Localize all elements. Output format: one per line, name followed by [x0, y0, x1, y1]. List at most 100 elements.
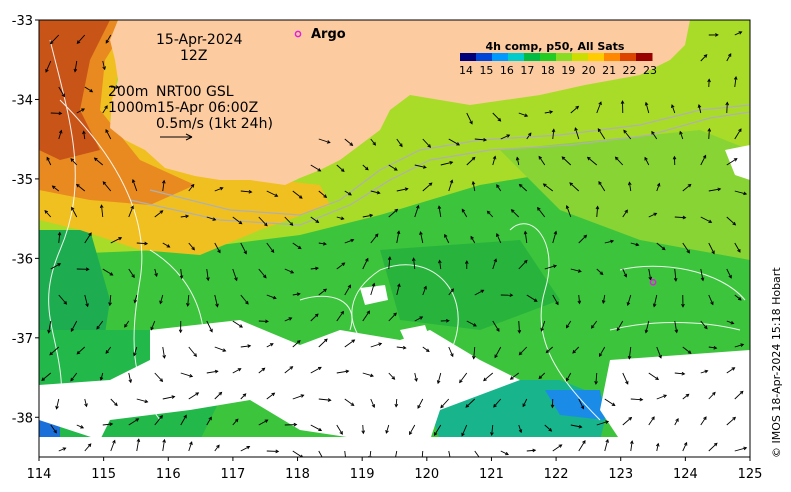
- current-vector: [188, 242, 195, 251]
- current-vector: [648, 268, 652, 280]
- current-vector-head: [70, 158, 75, 162]
- current-vector: [344, 284, 351, 296]
- current-vector-head: [190, 183, 195, 188]
- current-vector: [162, 396, 175, 400]
- current-vector: [526, 132, 532, 140]
- current-vector: [318, 288, 327, 296]
- current-vector: [698, 104, 702, 114]
- current-vector-head: [731, 367, 736, 371]
- current-vector-head: [206, 277, 210, 282]
- current-vector-head: [150, 326, 154, 331]
- current-vector-head: [686, 249, 690, 254]
- current-vector-head: [653, 212, 658, 217]
- current-vector: [656, 242, 666, 250]
- current-vector-head: [679, 130, 683, 135]
- colorbar-tick-label: 23: [643, 64, 657, 77]
- current-vector-head: [99, 376, 104, 381]
- current-vector-head: [162, 354, 166, 359]
- current-vector: [459, 372, 468, 383]
- current-vector: [734, 242, 741, 253]
- current-vector-head: [290, 270, 295, 274]
- current-vector: [96, 320, 104, 330]
- current-vector: [362, 164, 369, 171]
- current-vector: [150, 320, 156, 330]
- current-vector: [434, 424, 442, 436]
- current-vector-head: [550, 404, 555, 409]
- current-vector-head: [461, 432, 465, 437]
- depth1-label: 200m: [108, 84, 148, 100]
- current-vector: [136, 439, 140, 452]
- current-vector-head: [672, 155, 677, 160]
- current-vector: [388, 209, 398, 218]
- current-vector-head: [434, 432, 438, 436]
- y-tick-label: -36: [12, 252, 33, 267]
- current-vector-head: [239, 324, 243, 328]
- time-label: 12Z: [180, 48, 207, 64]
- current-vector: [344, 190, 352, 196]
- cloud-region-east: [725, 145, 750, 180]
- y-tick-label: -37: [12, 332, 33, 347]
- current-vector-head: [437, 205, 442, 210]
- shelf-contour-1000m: [129, 111, 750, 226]
- current-vector: [448, 288, 454, 296]
- current-vector-head: [378, 342, 383, 347]
- current-vector: [266, 392, 275, 400]
- current-vector-head: [51, 185, 56, 190]
- cloud-region-patch: [360, 285, 388, 305]
- current-vector: [50, 34, 60, 44]
- current-vector: [414, 205, 419, 218]
- current-vector-head: [159, 210, 164, 214]
- current-vector: [656, 346, 662, 359]
- current-scale-label: 0.5m/s (1kt 24h): [156, 116, 273, 132]
- current-vector-head: [376, 190, 381, 195]
- current-vector: [578, 398, 584, 409]
- current-vector: [492, 259, 497, 270]
- current-vector-head: [685, 393, 690, 398]
- current-vector: [48, 320, 52, 333]
- cloud-region-south: [39, 437, 750, 457]
- current-vector-head: [449, 179, 454, 184]
- current-vector: [76, 184, 86, 192]
- current-vector-head: [743, 446, 748, 451]
- colorbar-tick-label: 22: [623, 64, 637, 77]
- current-vector-head: [739, 390, 744, 395]
- current-vector-head: [222, 348, 227, 352]
- current-vector-head: [574, 127, 578, 132]
- current-vector-head: [538, 375, 543, 380]
- current-vector: [566, 320, 572, 328]
- current-vector: [284, 268, 294, 274]
- current-vector-head: [93, 157, 98, 162]
- current-vector: [124, 320, 130, 328]
- argo-legend-label: Argo: [311, 27, 346, 42]
- current-vector: [110, 398, 118, 406]
- current-vector-head: [582, 440, 586, 444]
- current-vector: [240, 446, 250, 452]
- current-vector: [526, 294, 538, 302]
- current-vector: [700, 216, 712, 223]
- current-vector: [94, 157, 104, 166]
- current-vector: [154, 210, 163, 218]
- current-vector-head: [238, 220, 243, 225]
- current-vector-head: [85, 303, 89, 308]
- current-vector: [544, 265, 557, 270]
- current-vector-head: [340, 216, 345, 221]
- current-vector: [49, 346, 60, 356]
- current-vector-head: [523, 259, 528, 264]
- current-vector-head: [515, 156, 520, 161]
- current-vector: [438, 206, 442, 218]
- current-vector: [708, 346, 717, 349]
- current-vector-head: [598, 101, 602, 106]
- current-vector: [645, 102, 650, 114]
- current-vector: [552, 129, 555, 140]
- current-vector: [630, 242, 639, 246]
- colorbar-cell: [604, 53, 621, 61]
- current-vector: [206, 370, 218, 374]
- x-tick-label: 117: [220, 467, 245, 482]
- current-vector: [470, 236, 476, 244]
- current-vector: [700, 155, 707, 166]
- current-vector-head: [394, 208, 399, 213]
- current-vector-head: [436, 380, 441, 385]
- current-vector: [102, 105, 108, 114]
- current-vector: [597, 128, 606, 140]
- current-vector-head: [317, 168, 322, 172]
